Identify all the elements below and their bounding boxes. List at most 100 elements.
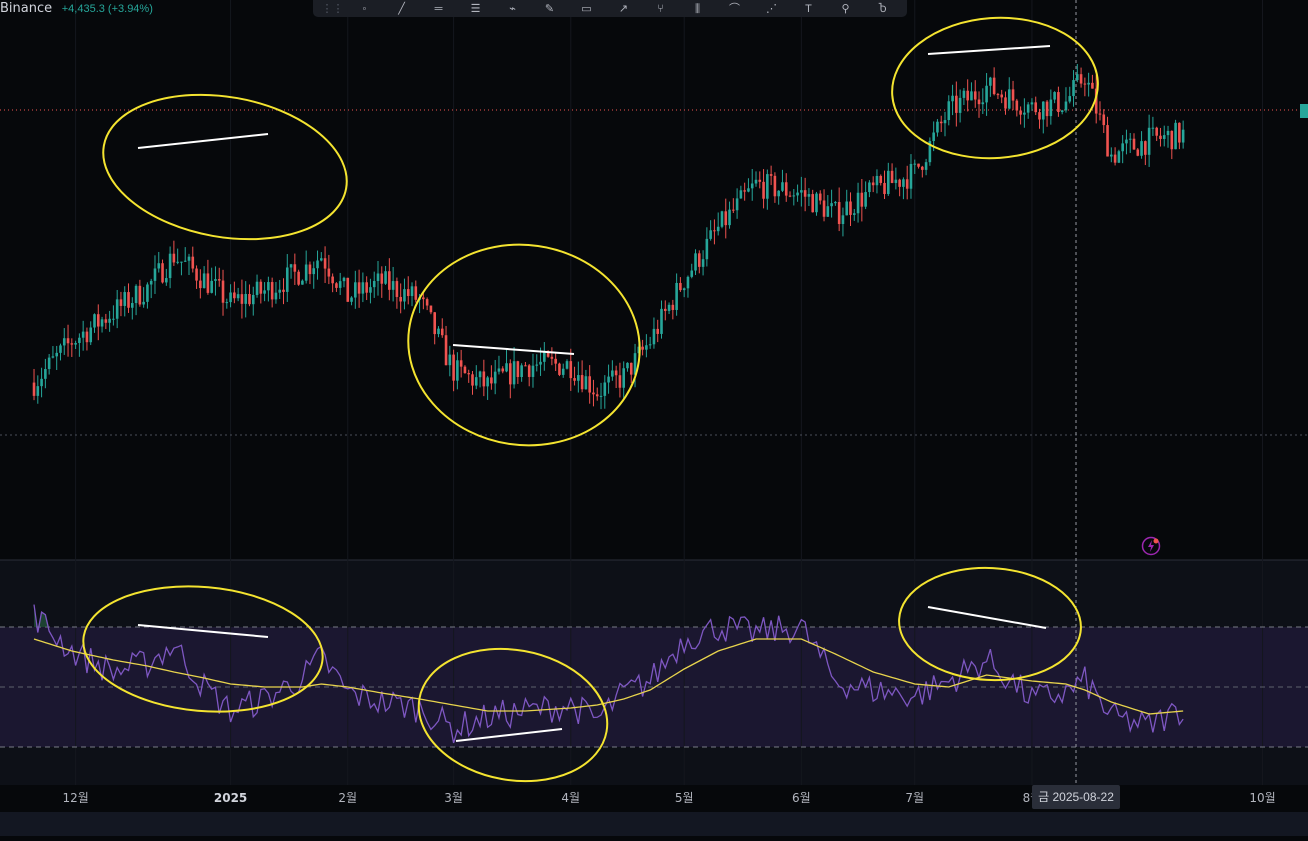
candle-body [229, 292, 232, 303]
candle-body [1110, 154, 1113, 157]
arrow-tool-icon[interactable]: ↗ [618, 2, 629, 15]
candle-body [554, 358, 557, 364]
candle-body [728, 209, 731, 226]
x-axis-label: 6월 [792, 791, 811, 805]
candle-body [724, 211, 728, 226]
x-axis-label: 3월 [444, 791, 463, 805]
fib-tool-icon[interactable]: ⌁ [509, 2, 516, 15]
candle-body [580, 375, 584, 390]
rectangle-tool-icon[interactable]: ▭ [581, 2, 592, 15]
alert-lightning-icon[interactable] [1141, 536, 1161, 556]
divergence-line [137, 133, 269, 149]
candle-body [629, 362, 633, 375]
candle-body [546, 352, 550, 357]
candle-body [1076, 74, 1079, 81]
candle-body [350, 297, 353, 302]
candle-body [1091, 82, 1094, 89]
xabcd-tool-icon[interactable]: ⋰ [766, 2, 777, 15]
candle-body [183, 260, 187, 262]
candle-body [233, 292, 236, 299]
candle-body [384, 271, 387, 284]
candle-body [509, 363, 512, 385]
candle-body [338, 281, 342, 288]
candle-body [406, 289, 410, 297]
candle-body [792, 195, 796, 197]
candle-body [958, 97, 962, 113]
candle-body [403, 289, 406, 302]
candle-body [459, 360, 463, 367]
candle-body [716, 226, 720, 232]
candle-body [486, 377, 489, 387]
candle-body [391, 281, 395, 290]
candle-body [157, 263, 161, 269]
pitchfork-tool-icon[interactable]: ⑂ [657, 2, 664, 15]
candle-body [679, 282, 682, 291]
candle-body [1147, 127, 1151, 155]
path-tool-icon[interactable]: ⌒ [729, 2, 740, 15]
candle-body [47, 357, 51, 370]
candle-body [59, 345, 62, 353]
regression-tool-icon[interactable]: ☰ [470, 2, 481, 15]
candle-body [618, 375, 622, 388]
candle-body [849, 201, 852, 215]
candle-pattern-tool-icon[interactable]: ⫼ [694, 2, 701, 15]
magnet-tool-icon[interactable]: Ⴆ [878, 2, 887, 15]
divergence-line [452, 344, 575, 355]
vertical-grid [75, 0, 1264, 785]
candle-body [1004, 97, 1007, 109]
candle-body [652, 328, 656, 345]
candle-body [161, 263, 164, 283]
candle-body [641, 346, 644, 350]
candle-body [864, 192, 867, 207]
candle-body [811, 194, 814, 213]
candle-body [599, 395, 603, 397]
candle-body [705, 238, 709, 260]
drag-handle-icon[interactable]: ⋮⋮ [321, 2, 344, 15]
cursor-tool-icon[interactable]: ◦ [362, 2, 367, 15]
candle-body [282, 289, 285, 292]
annotation-circle [82, 585, 324, 713]
divergence-line [137, 624, 269, 638]
candle-body [369, 287, 372, 293]
x-axis-label: 4월 [561, 791, 580, 805]
candle-body [1117, 151, 1121, 163]
candle-body [255, 281, 259, 295]
symbol-name[interactable]: Binance [0, 1, 53, 16]
candle-body [989, 77, 992, 86]
candle-body [1113, 154, 1117, 163]
candle-body [1079, 74, 1083, 84]
parallel-channel-tool-icon[interactable]: ═ [434, 2, 443, 15]
candle-body [675, 282, 678, 310]
candle-body [138, 285, 142, 305]
candle-body [44, 369, 47, 379]
candle-body [1181, 129, 1185, 143]
candle-body [1144, 141, 1147, 155]
brush-tool-icon[interactable]: ✎ [544, 2, 555, 15]
candle-body [206, 273, 210, 293]
candle-body [868, 182, 871, 193]
candle-body [180, 261, 183, 263]
candle-body [1140, 141, 1143, 156]
candle-body [123, 292, 127, 306]
candle-body [1174, 122, 1177, 150]
candle-body [112, 318, 115, 320]
trend-line-tool-icon[interactable]: ╱ [398, 2, 405, 15]
candle-body [1132, 138, 1136, 150]
candle-body [788, 195, 792, 197]
candle-body [626, 362, 629, 369]
candle-body [520, 365, 523, 378]
text-tool-icon[interactable]: T [805, 2, 812, 15]
candle-body [278, 289, 282, 293]
candle-body [592, 392, 595, 395]
candle-body [78, 337, 81, 343]
candle-body [323, 258, 327, 269]
candle-body [887, 170, 890, 195]
candle-body [671, 304, 675, 310]
candle-body [902, 179, 905, 187]
candle-body [845, 201, 849, 216]
pin-tool-icon[interactable]: ⚲ [841, 2, 850, 15]
candle-body [195, 268, 198, 281]
x-axis-label: 2월 [338, 791, 357, 805]
